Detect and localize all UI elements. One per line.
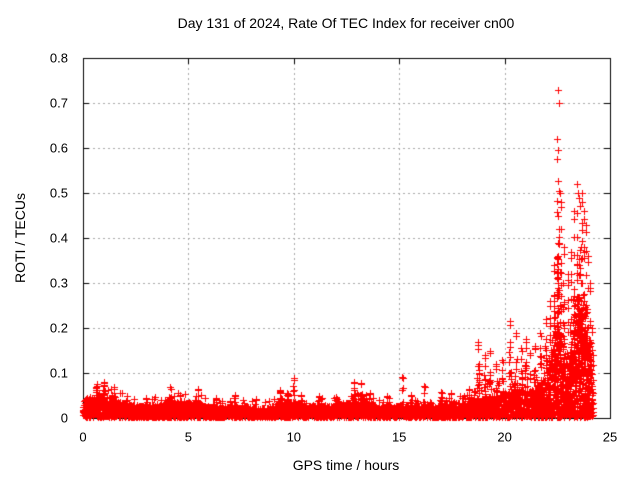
x-tick-label: 5 (184, 429, 193, 445)
y-tick-label: 0 (60, 410, 68, 426)
x-tick-label: 15 (391, 429, 407, 445)
y-tick-label: 0.5 (49, 185, 68, 201)
x-tick-label: 20 (497, 429, 512, 445)
x-tick-label: 0 (79, 429, 87, 445)
x-tick-label: 10 (286, 429, 302, 445)
chart-title: Day 131 of 2024, Rate Of TEC Index for r… (177, 15, 515, 31)
y-axis-label: ROTI / TECUs (12, 193, 28, 283)
y-tick-label: 0.1 (49, 365, 68, 381)
x-axis-label: GPS time / hours (292, 457, 400, 473)
y-tick-label: 0.8 (49, 50, 68, 66)
y-tick-label: 0.2 (49, 320, 68, 336)
x-tick-label: 25 (602, 429, 618, 445)
y-tick-label: 0.7 (49, 95, 68, 111)
y-tick-label: 0.6 (49, 140, 68, 156)
y-tick-label: 0.4 (49, 230, 68, 246)
y-tick-label: 0.3 (49, 275, 68, 291)
